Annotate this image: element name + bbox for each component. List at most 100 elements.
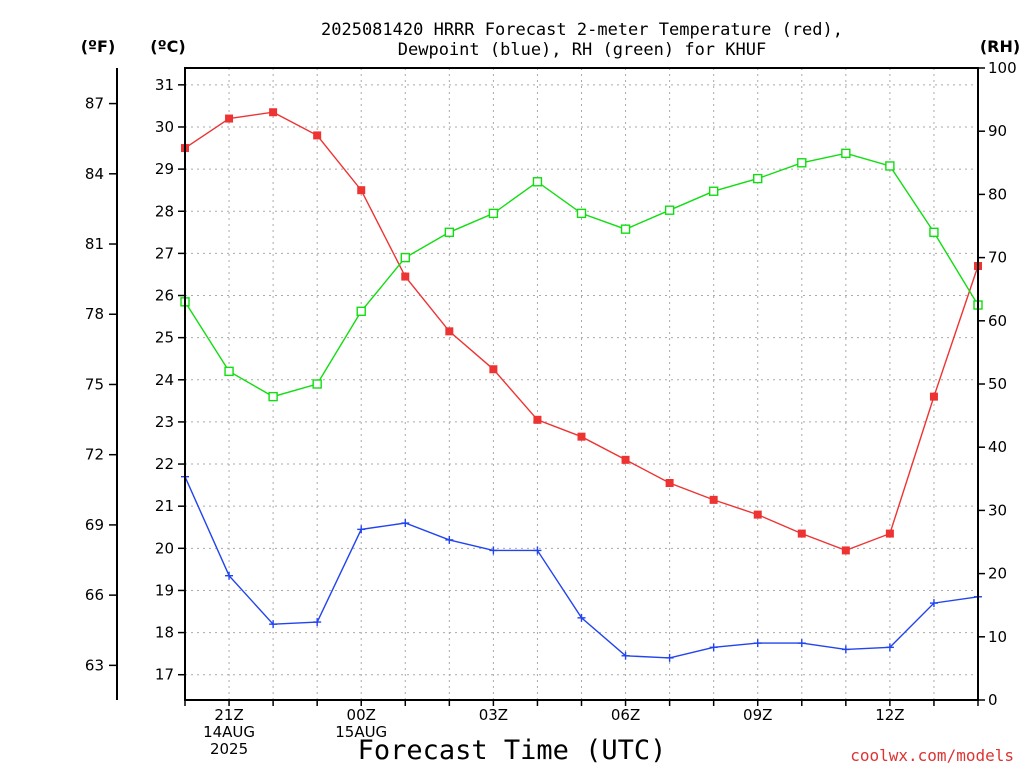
data-point [708,186,719,196]
celsius-tick-label: 31 [155,76,174,94]
data-point [224,366,234,377]
data-point [225,114,234,123]
celsius-tick-label: 24 [155,371,174,389]
fahrenheit-tick-label: 72 [85,446,104,464]
fahrenheit-tick-label: 78 [85,305,104,323]
data-point [357,525,366,534]
data-point [797,639,806,648]
rh-tick-label: 30 [988,501,1007,519]
data-point [797,529,806,538]
watermark: coolwx.com/models [850,746,1014,765]
data-point [797,158,807,168]
celsius-tick-label: 19 [155,581,174,599]
data-point [753,173,763,184]
data-point [753,510,762,519]
data-point [885,161,895,171]
data-point [841,546,850,555]
data-point [269,620,278,629]
rh-tick-label: 90 [988,122,1007,140]
data-point [577,613,586,622]
celsius-tick-label: 22 [155,455,174,473]
celsius-tick-label: 26 [155,287,174,305]
data-point [841,645,850,654]
celsius-tick-label: 27 [155,244,174,262]
data-point [445,535,454,544]
data-point [533,546,542,555]
time-tick-label: 03Z [479,706,508,724]
celsius-axis: 17 18 19 20 21 22 23 24 25 26 27 28 29 30 31 [155,76,185,684]
data-point [929,227,939,238]
fahrenheit-axis: 63 66 69 72 75 78 81 84 87 [85,68,118,700]
data-point [269,108,278,117]
celsius-tick-label: 28 [155,202,174,220]
time-tick-label: 06Z [611,706,640,724]
data-point [753,639,762,648]
data-point [356,306,366,317]
time-tick-label: 14AUG [203,723,255,741]
data-point [268,391,278,402]
data-point [620,224,631,234]
fahrenheit-tick-label: 63 [85,656,104,674]
celsius-tick-label: 20 [155,539,174,557]
rh-tick-label: 70 [988,249,1007,267]
time-tick-label: 09Z [743,706,772,724]
data-point [709,643,718,652]
time-tick-label: 15AUG [335,723,387,741]
data-point [533,415,542,424]
data-point [313,618,322,627]
fahrenheit-axis-label: (ºF) [81,37,116,56]
rh-tick-label: 10 [988,628,1007,646]
rh-axis: 0 10 20 30 40 50 60 70 80 90 100 [978,59,1017,709]
data-point [225,571,234,580]
data-point [488,208,499,219]
rh-tick-label: 20 [988,565,1007,583]
data-point [841,148,851,159]
celsius-tick-label: 21 [155,497,174,515]
rh-tick-label: 80 [988,185,1007,203]
fahrenheit-tick-label: 84 [85,165,104,183]
data-point [664,205,675,215]
data-point [621,651,630,660]
data-point [401,519,410,528]
data-point [489,365,498,374]
time-tick-label: 00Z [347,706,376,724]
grid-lines [184,68,979,700]
data-point [400,252,410,263]
data-point [576,208,587,219]
fahrenheit-tick-label: 81 [85,235,104,253]
data-point [444,227,455,238]
celsius-tick-label: 23 [155,413,174,431]
celsius-axis-label: (ºC) [150,37,185,56]
chart-title-line2: Dewpoint (blue), RH (green) for KHUF [398,40,766,60]
data-point [357,186,366,195]
data-point [621,455,630,464]
data-point [401,272,410,281]
data-point [313,131,322,140]
data-point [532,177,543,187]
data-point [445,327,454,336]
data-point [312,379,322,389]
data-point [665,479,674,488]
data-point [577,432,586,441]
data-point [665,653,674,662]
rh-tick-label: 60 [988,312,1007,330]
fahrenheit-tick-label: 66 [85,586,104,604]
time-tick-label: 12Z [875,706,904,724]
fahrenheit-tick-label: 69 [85,516,104,534]
celsius-tick-label: 17 [155,666,174,684]
data-point [489,546,498,555]
celsius-tick-label: 18 [155,624,174,642]
fahrenheit-tick-label: 87 [85,95,104,113]
time-tick-label: 2025 [210,740,248,758]
celsius-tick-label: 29 [155,160,174,178]
time-tick-label: 21Z [214,706,243,724]
fahrenheit-tick-label: 75 [85,375,104,393]
celsius-tick-label: 30 [155,118,174,136]
chart-title-line1: 2025081420 HRRR Forecast 2-meter Tempera… [321,20,843,40]
rh-tick-label: 50 [988,375,1007,393]
rh-tick-label: 100 [988,59,1017,77]
celsius-tick-label: 25 [155,329,174,347]
plot-frame [184,67,979,701]
